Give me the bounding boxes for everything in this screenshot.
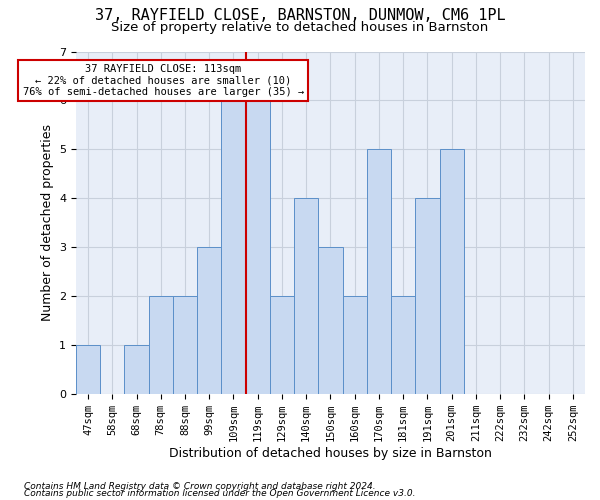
Bar (319, 248, 343, 394)
Bar (221, 100, 245, 394)
Bar (367, 150, 391, 394)
Bar (245, 100, 270, 394)
Text: Contains HM Land Registry data © Crown copyright and database right 2024.: Contains HM Land Registry data © Crown c… (24, 482, 376, 491)
Bar (173, 296, 197, 394)
Bar (76, 346, 100, 394)
Bar (270, 296, 294, 394)
Bar (294, 198, 319, 394)
Bar (197, 248, 221, 394)
Bar (149, 296, 173, 394)
Bar (415, 198, 440, 394)
Text: Size of property relative to detached houses in Barnston: Size of property relative to detached ho… (112, 21, 488, 34)
Text: Contains public sector information licensed under the Open Government Licence v3: Contains public sector information licen… (24, 490, 415, 498)
Text: 37 RAYFIELD CLOSE: 113sqm
← 22% of detached houses are smaller (10)
76% of semi-: 37 RAYFIELD CLOSE: 113sqm ← 22% of detac… (23, 64, 304, 97)
Y-axis label: Number of detached properties: Number of detached properties (41, 124, 53, 322)
Bar (124, 346, 149, 394)
Bar (391, 296, 415, 394)
Text: 37, RAYFIELD CLOSE, BARNSTON, DUNMOW, CM6 1PL: 37, RAYFIELD CLOSE, BARNSTON, DUNMOW, CM… (95, 8, 505, 23)
X-axis label: Distribution of detached houses by size in Barnston: Distribution of detached houses by size … (169, 447, 492, 460)
Bar (440, 150, 464, 394)
Bar (343, 296, 367, 394)
